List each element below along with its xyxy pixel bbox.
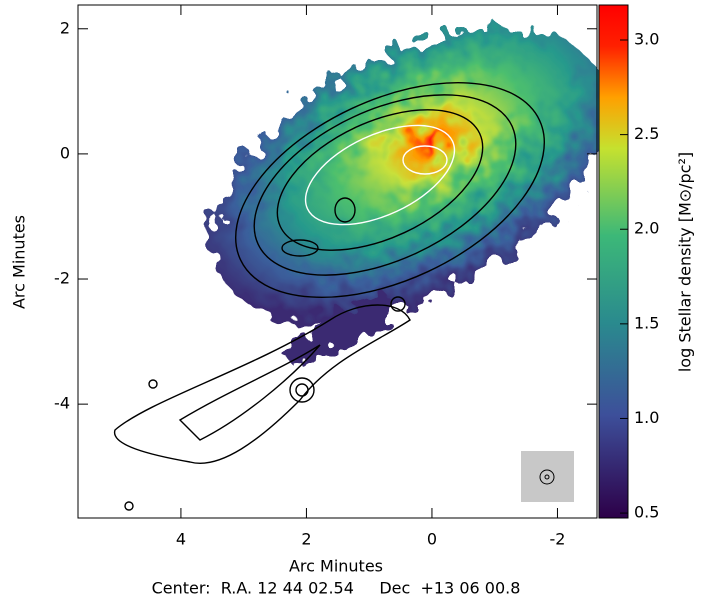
x-axis-label: Arc Minutes (289, 557, 383, 576)
x-tick-label: 0 (427, 530, 437, 549)
x-tick-label: 2 (301, 530, 311, 549)
colorbar-tick-label: 3.0 (634, 30, 659, 49)
colorbar-tick-label: 2.0 (634, 219, 659, 238)
colorbar (598, 4, 629, 519)
colorbar-label: log Stellar density [M⊙/pc²] (676, 152, 695, 372)
beam (539, 469, 555, 485)
y-tick-label: 2 (60, 18, 70, 37)
colorbar-tick-label: 0.5 (634, 503, 659, 522)
beam-box (521, 451, 574, 502)
colorbar-tick-label: 1.5 (634, 313, 659, 332)
contours (114, 81, 546, 511)
y-tick-label: -2 (54, 269, 70, 288)
colorbar-tick-label: 1.0 (634, 408, 659, 427)
y-tick-label: 0 (60, 143, 70, 162)
stellar-density-map (211, 28, 609, 364)
x-tick-label: -2 (549, 530, 565, 549)
y-tick-label: -4 (54, 394, 70, 413)
beam (544, 474, 550, 480)
x-tick-label: 4 (176, 530, 186, 549)
footer: Center: R.A. 12 44 02.54 Dec +13 06 00.8 (152, 579, 521, 598)
plot-frame (77, 4, 598, 519)
colorbar-tick-label: 2.5 (634, 124, 659, 143)
y-axis-label: Arc Minutes (10, 215, 29, 309)
